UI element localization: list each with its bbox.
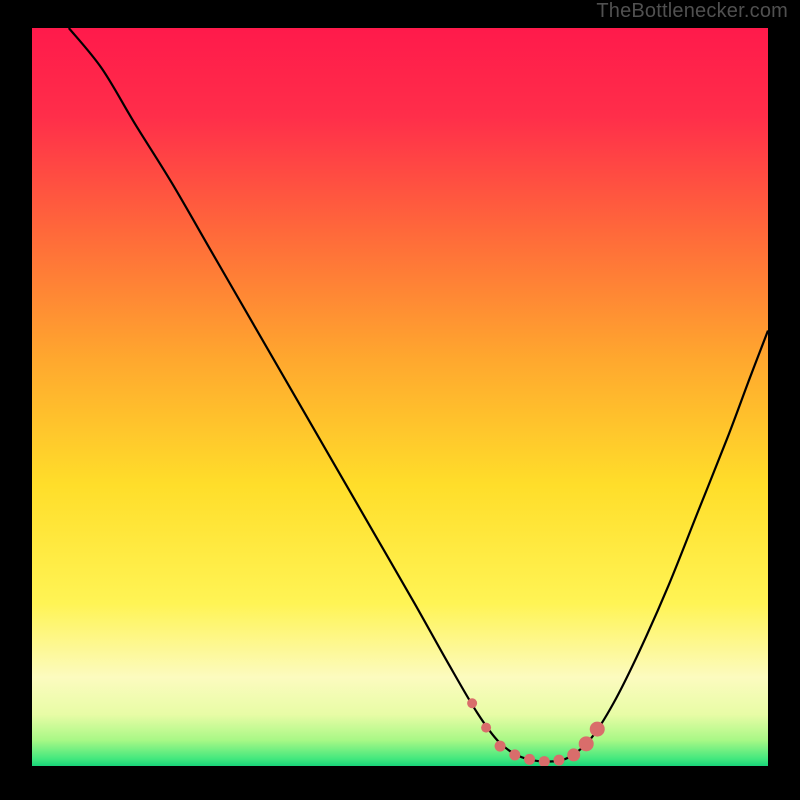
data-point: [579, 736, 594, 751]
chart-background: [32, 28, 768, 766]
data-point: [524, 754, 535, 765]
data-point: [590, 722, 605, 737]
data-point: [481, 723, 491, 733]
data-point: [509, 749, 520, 760]
data-point: [567, 748, 580, 761]
data-point: [467, 698, 477, 708]
data-point: [495, 741, 506, 752]
chart-svg: [32, 28, 768, 766]
data-point: [553, 755, 564, 766]
